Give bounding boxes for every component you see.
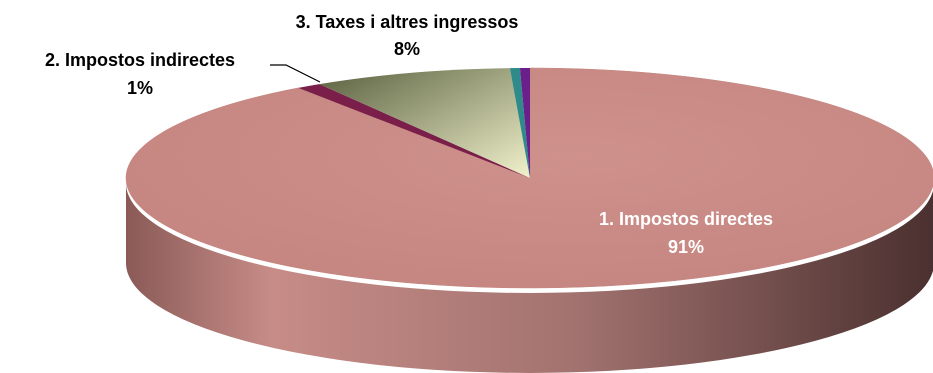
slice-3-taxes [319, 68, 530, 178]
slice-2-impostos-indirectes [298, 84, 530, 178]
slice-1-impostos-directes [125, 67, 933, 289]
slice-5 [519, 67, 530, 178]
leader-line-slice-2 [270, 64, 321, 83]
slice-2-percent: 1% [127, 78, 153, 98]
slice-1-label: 1. Impostos directes [599, 209, 773, 229]
slice-3-percent: 8% [394, 39, 420, 59]
slice-2-label: 2. Impostos indirectes [45, 50, 235, 70]
slice-4 [509, 68, 530, 178]
pie-side-wall [126, 183, 933, 373]
pie-slices [125, 67, 933, 289]
slice-1-percent: 91% [668, 237, 704, 257]
slice-3-label: 3. Taxes i altres ingressos [296, 12, 519, 32]
